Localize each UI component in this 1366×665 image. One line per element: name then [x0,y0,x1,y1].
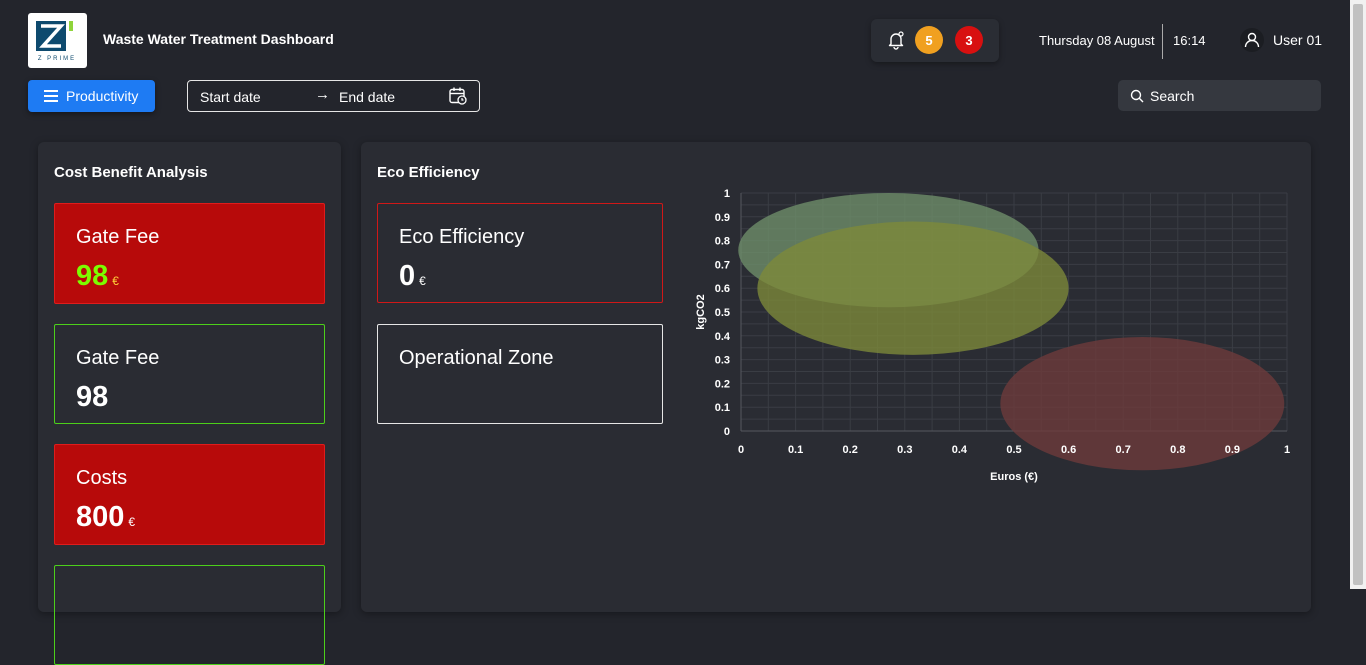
y-tick-label: 0.8 [715,236,730,248]
x-tick-label: 1 [1284,444,1290,456]
metric-card [54,565,325,665]
card-value: 98 € [76,260,119,292]
search-input[interactable]: Search [1150,88,1195,104]
data-ellipse [1000,336,1285,471]
gate-fee-card-secondary: Gate Fee 98 [54,324,325,424]
menu-icon [44,90,58,102]
x-tick-label: 0.1 [788,444,803,456]
operational-zone-card: Operational Zone [377,324,663,424]
scrollbar-thumb[interactable] [1353,4,1363,585]
productivity-button[interactable]: Productivity [28,80,155,112]
x-tick-label: 0.2 [843,444,858,456]
cost-benefit-panel: Cost Benefit Analysis Gate Fee 98 € Gate … [38,142,341,665]
y-axis-label: kgCO2 [695,294,707,329]
logo[interactable]: Z PRIME [28,13,87,68]
warning-count-badge[interactable]: 5 [915,26,943,54]
y-tick-label: 0.9 [715,212,730,224]
card-value: 800 € [76,501,136,533]
data-ellipse [757,221,1069,355]
y-tick-label: 0.5 [715,307,730,319]
card-value: 0 € [399,260,426,292]
eco-efficiency-chart: 0 0.1 0.2 0.3 0.4 0.5 0.6 0.7 0.8 0.9 1 0 0.1 0.2 0.3 0… [695,188,1290,483]
user-name[interactable]: User 01 [1273,32,1323,48]
cost-benefit-title: Cost Benefit Analysis [54,164,208,181]
header-divider [1162,24,1163,59]
card-label: Operational Zone [399,347,554,369]
currency-unit: € [112,274,119,288]
card-label: Costs [76,467,128,489]
x-tick-label: 0.9 [1225,444,1240,456]
card-label: Eco Efficiency [399,226,525,248]
x-axis-label: Euros (€) [990,471,1038,483]
currency-unit: € [128,515,136,529]
y-tick-label: 0 [724,426,730,438]
eco-efficiency-title: Eco Efficiency [377,164,480,181]
bell-icon[interactable] [886,30,906,50]
app-title: Waste Water Treatment Dashboard [103,31,334,47]
card-value: 98 [76,381,109,413]
end-date-input[interactable]: End date [339,89,396,105]
user-avatar-icon[interactable] [1240,28,1264,52]
x-tick-label: 0.5 [1006,444,1021,456]
alert-count-badge[interactable]: 3 [955,26,983,54]
y-tick-label: 0.3 [715,355,730,367]
start-date-input[interactable]: Start date [200,89,261,105]
y-tick-label: 0.2 [715,378,730,390]
y-tick-label: 0.6 [715,283,730,295]
y-tick-label: 1 [724,188,730,200]
card-label: Gate Fee [76,347,160,369]
currency-unit: € [419,274,426,288]
arrow-right-icon: → [315,86,330,103]
y-tick-label: 0.4 [715,331,731,343]
x-tick-label: 0.7 [1116,444,1131,456]
y-tick-label: 0.1 [715,402,730,414]
x-tick-label: 0 [738,444,744,456]
card-label: Gate Fee [76,226,160,248]
search-icon [1130,89,1144,103]
search-box[interactable]: Search [1118,80,1321,111]
x-tick-label: 0.4 [952,444,968,456]
x-tick-label: 0.6 [1061,444,1076,456]
y-tick-label: 0.7 [715,259,730,271]
current-date: Thursday 08 August [1039,33,1155,48]
gate-fee-card: Gate Fee 98 € [54,203,325,304]
calendar-icon[interactable] [448,86,468,106]
costs-card: Costs 800 € [54,444,325,545]
x-tick-label: 0.8 [1170,444,1185,456]
date-range-picker[interactable]: Start date → End date [187,80,480,112]
z-prime-logo-icon: Z PRIME [36,21,76,62]
logo-text: Z PRIME [38,56,76,62]
eco-efficiency-card: Eco Efficiency 0 € [377,203,663,303]
x-tick-label: 0.3 [897,444,912,456]
productivity-label: Productivity [66,88,139,104]
current-time: 16:14 [1173,33,1206,48]
